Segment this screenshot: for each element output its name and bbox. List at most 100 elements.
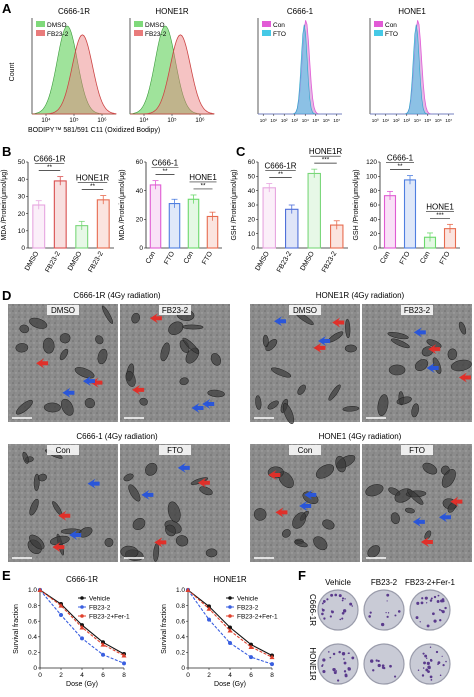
surv-ylabel-0: Survival fraction xyxy=(13,604,20,654)
flow-xtick-label-1-1: 10⁵ xyxy=(167,117,177,124)
flow-xtick-label-2-6: 10⁶ xyxy=(323,118,330,123)
surv-legend-label-0-1: FB23-2 xyxy=(89,604,111,611)
tem-label-1: FB23-2 xyxy=(162,306,189,315)
colony-dot-1-2-14 xyxy=(425,668,429,672)
sig-star-2-0: ** xyxy=(278,171,284,178)
colony-dot-0-0-18 xyxy=(321,602,324,605)
tem-arrow-1-1 xyxy=(191,403,204,414)
colony-dot-0-1-4 xyxy=(380,622,385,627)
flow-xtick-label-2-5: 10⁵ xyxy=(312,118,319,123)
tem-mito-2-1 xyxy=(267,400,279,410)
tem-arrow-5-0 xyxy=(197,477,210,488)
flow-legend-label-2-1: FTO xyxy=(273,31,286,38)
bar-xlabel-3-3: FTO xyxy=(439,250,452,266)
colony-dot-0-2-21 xyxy=(433,595,437,599)
colony-dot-0-2-12 xyxy=(415,616,419,620)
bar-ytick-label-2-0: 0 xyxy=(251,245,255,252)
tem-mito-5-11 xyxy=(165,524,176,537)
colony-dot-0-0-14 xyxy=(342,597,345,600)
surv-point-1-2-0 xyxy=(185,587,191,592)
tem-arrow-5-2 xyxy=(154,537,167,548)
tem-arrow-3-2 xyxy=(428,344,441,355)
tem-mito-7-12 xyxy=(390,512,400,525)
colony-dot-0-2-11 xyxy=(419,621,421,623)
bar-ylabel-0: MDA /Protein(μmol/μg) xyxy=(1,169,8,240)
flow-hist-1-b xyxy=(130,34,215,115)
colony-dot-0-0-20 xyxy=(341,611,345,615)
tem-mito-3-11 xyxy=(411,403,419,418)
tem-mito-2-2 xyxy=(255,395,262,410)
tem-mito-4-11 xyxy=(49,535,70,546)
colony-col-label-0: Vehicle xyxy=(325,578,351,587)
tem-mito-6-7 xyxy=(294,540,308,548)
tem-mito-1-13 xyxy=(131,312,140,324)
tem-mito-1-12 xyxy=(210,353,222,366)
surv-ytick-label-0-1: 0.2 xyxy=(28,650,37,657)
colony-plate-1-0 xyxy=(317,643,359,685)
colony-dot-1-1-7 xyxy=(377,663,381,668)
surv-point-0-2-1 xyxy=(58,603,64,608)
tem-mito-0-4 xyxy=(19,324,30,334)
flow-legend-swatch-1-0 xyxy=(134,21,143,27)
bar-xlabel-1-3: FTO xyxy=(201,250,214,266)
flow-xtick-label-3-0: 10⁰ xyxy=(372,118,379,123)
bar-0-3 xyxy=(96,199,110,249)
bar-3-1 xyxy=(403,179,417,249)
colony-dot-1-0-2 xyxy=(322,669,326,674)
colony-dot-0-0-22 xyxy=(321,608,325,612)
tem-mito-0-7 xyxy=(59,348,69,361)
sig-star-0-0: ** xyxy=(47,164,53,171)
surv-legend-marker-1-2 xyxy=(228,614,232,618)
colony-dot-1-0-3 xyxy=(343,658,345,660)
colony-dot-1-0-11 xyxy=(322,658,326,662)
tem-arrow-4-2 xyxy=(58,510,71,521)
surv-point-1-1-3 xyxy=(249,655,253,660)
surv-xtick-label-1-1: 2 xyxy=(207,672,211,679)
surv-legend-marker-0-0 xyxy=(80,596,84,600)
colony-dot-0-1-5 xyxy=(386,600,388,602)
colony-dot-0-1-2 xyxy=(397,610,401,613)
colony-plate-1-2 xyxy=(409,643,451,685)
bar-ytick-label-2-2: 20 xyxy=(248,217,256,224)
flow-xtick-label-3-1: 10¹ xyxy=(382,118,389,123)
bar-ytick-label-3-6: 120 xyxy=(366,159,377,166)
flow-title-2: C666-1 xyxy=(287,7,314,16)
tem-arrow-2-0 xyxy=(313,342,326,353)
flow-xtick-label-1-0: 10⁴ xyxy=(139,117,149,124)
colony-dot-0-2-13 xyxy=(416,601,420,605)
bar-ylabel-3: GSH /Protein(μmol/μg) xyxy=(353,169,360,240)
colony-dot-1-0-14 xyxy=(348,652,350,654)
colony-dot-0-2-4 xyxy=(441,610,445,614)
tem-arrow-1-2 xyxy=(132,384,145,395)
flow-legend-swatch-0-1 xyxy=(36,30,45,36)
tem-title-hone1r: HONE1R (4Gy radiation) xyxy=(316,291,405,300)
tem-mito-1-11 xyxy=(168,321,184,336)
surv-line-1-2 xyxy=(187,589,273,658)
tem-label-bg-5 xyxy=(159,445,191,455)
tem-mito-0-11 xyxy=(59,333,71,344)
tem-arrow-0-1 xyxy=(82,376,95,387)
colony-dot-1-2-15 xyxy=(425,657,428,659)
tem-arrow-5-3 xyxy=(141,489,154,500)
colony-dot-0-1-9 xyxy=(368,615,371,618)
surv-title-1: HONE1R xyxy=(213,575,247,584)
colony-dot-1-1-9 xyxy=(370,659,374,663)
colony-dot-1-2-18 xyxy=(421,674,425,677)
bar-group-label-1-0: C666-1 xyxy=(152,159,179,168)
surv-legend-marker-0-2 xyxy=(80,614,84,618)
bar-group-label-2-1: HONE1R xyxy=(309,147,343,156)
tem-mito-6-6 xyxy=(253,508,267,521)
flow-hist-0-b xyxy=(32,34,117,115)
tem-label-bg-7 xyxy=(401,445,433,455)
flow-title-0: C666-1R xyxy=(58,7,90,16)
surv-point-0-1-2 xyxy=(80,636,84,641)
tem-label-bg-6 xyxy=(289,445,321,455)
sig-star-1-0: ** xyxy=(162,168,168,175)
tem-mito-3-6 xyxy=(450,359,472,372)
surv-ytick-label-0-0: 0 xyxy=(33,665,37,672)
bar-ytick-label-0-5: 50 xyxy=(18,159,26,166)
bar-ytick-label-2-4: 40 xyxy=(248,188,256,195)
tem-mito-7-7 xyxy=(424,530,432,540)
flow-legend-swatch-1-1 xyxy=(134,30,143,36)
flow-xtick-label-2-2: 10² xyxy=(281,118,288,123)
